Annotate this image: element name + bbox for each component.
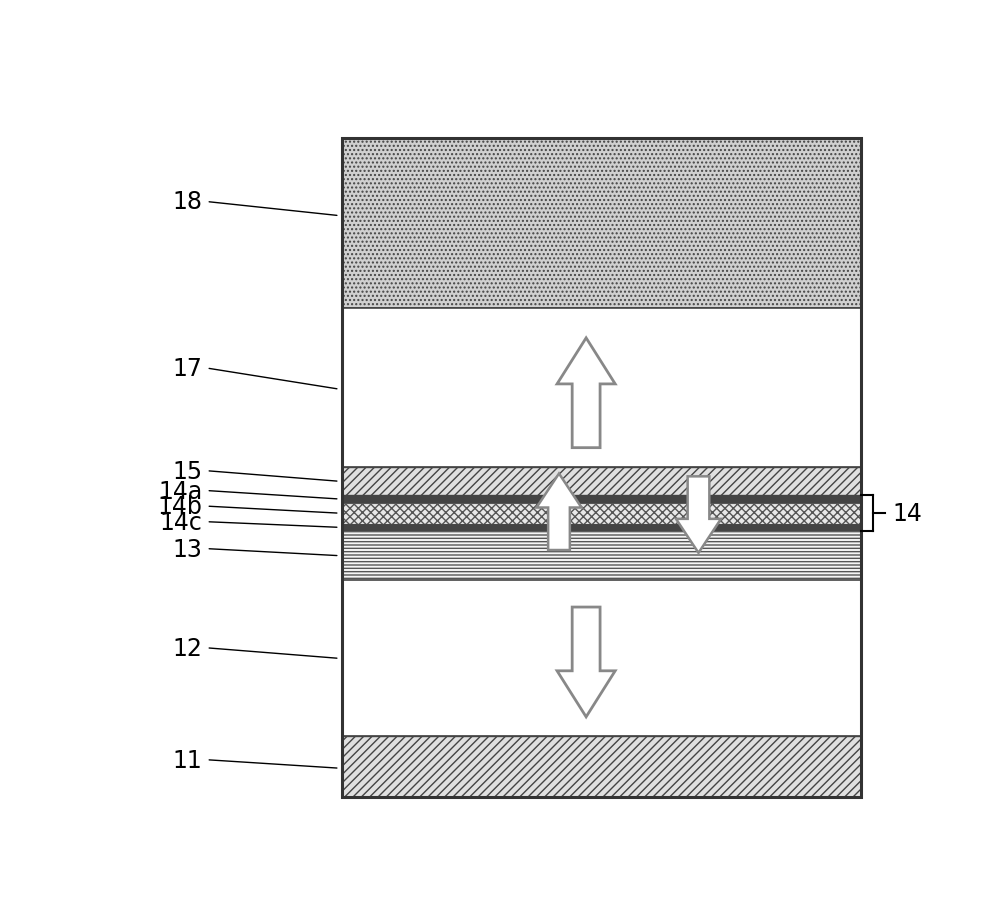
Text: 13: 13 <box>173 537 202 561</box>
Bar <box>342 736 861 797</box>
Polygon shape <box>537 474 581 550</box>
Polygon shape <box>557 607 615 717</box>
Bar <box>342 531 861 581</box>
Bar <box>342 581 861 736</box>
Text: 14b: 14b <box>158 494 202 518</box>
Bar <box>342 139 861 309</box>
Text: 12: 12 <box>173 636 202 660</box>
Polygon shape <box>676 477 721 553</box>
Text: 15: 15 <box>172 460 202 483</box>
Polygon shape <box>557 338 615 448</box>
Bar <box>342 139 861 797</box>
Text: 14: 14 <box>892 502 922 526</box>
Bar <box>342 524 861 531</box>
Text: 14c: 14c <box>160 510 202 534</box>
Text: 14a: 14a <box>158 479 202 503</box>
Text: 17: 17 <box>173 357 202 380</box>
Text: 11: 11 <box>173 748 202 772</box>
Bar <box>342 503 861 524</box>
Bar <box>342 309 861 468</box>
Text: 18: 18 <box>173 190 202 214</box>
Bar <box>342 468 861 496</box>
Bar <box>342 496 861 503</box>
